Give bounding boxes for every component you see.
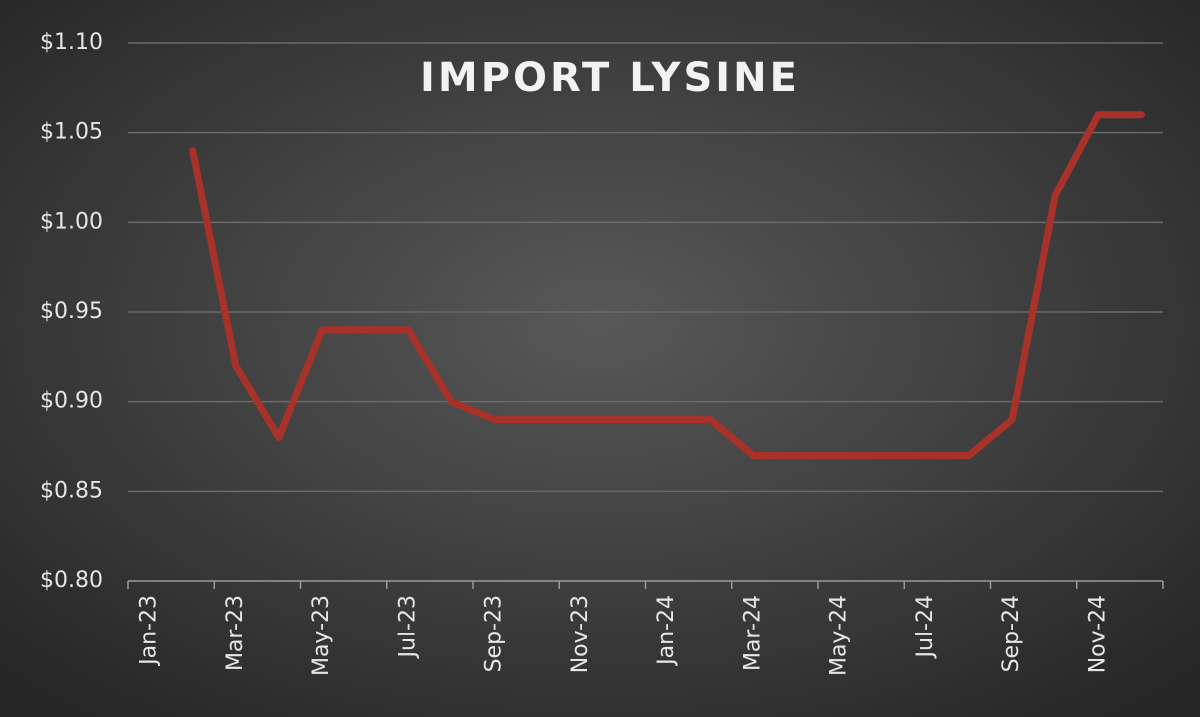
x-tick-label: Sep-23	[482, 595, 507, 672]
y-tick-label: $0.85	[40, 478, 103, 503]
x-tick-label: Jan-23	[137, 595, 162, 667]
x-tick-label: Nov-24	[1085, 595, 1110, 673]
x-tick-label: Jan-24	[654, 595, 679, 667]
x-tick-label: Mar-24	[740, 595, 765, 671]
x-tick-label: Nov-23	[568, 595, 593, 673]
x-tick-label: May-23	[309, 595, 334, 676]
y-tick-label: $1.10	[40, 30, 103, 55]
y-tick-label: $1.05	[40, 120, 103, 145]
x-tick-label: May-24	[827, 595, 852, 676]
chart-title: IMPORT LYSINE	[420, 55, 800, 101]
x-tick-label: Mar-23	[223, 595, 248, 671]
line-series	[189, 111, 1145, 459]
y-tick-label: $1.00	[40, 209, 103, 234]
x-tick-label: Sep-24	[999, 595, 1024, 672]
x-tick-label: Jul-23	[395, 595, 420, 659]
y-tick-label: $0.80	[40, 568, 103, 593]
y-tick-label: $0.90	[40, 389, 103, 414]
x-tick-label: Jul-24	[913, 595, 938, 659]
y-tick-label: $0.95	[40, 299, 103, 324]
